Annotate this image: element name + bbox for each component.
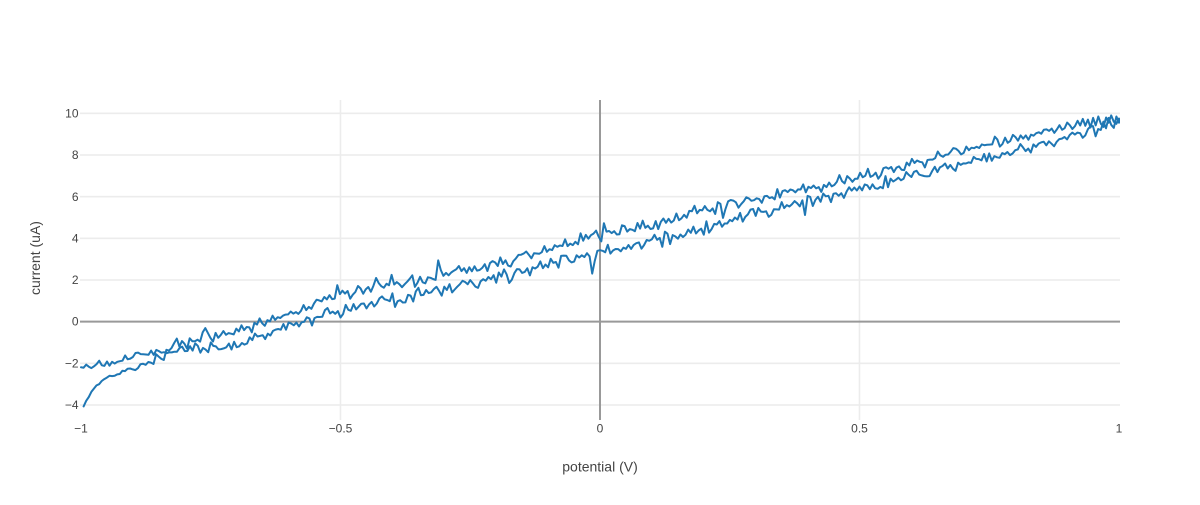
svg-text:0: 0: [72, 315, 79, 329]
svg-text:current (uA): current (uA): [27, 221, 43, 295]
svg-text:8: 8: [72, 148, 79, 162]
svg-text:4: 4: [72, 231, 79, 245]
svg-text:10: 10: [65, 106, 79, 120]
svg-text:6: 6: [72, 190, 79, 204]
svg-text:−1: −1: [74, 422, 88, 436]
svg-text:2: 2: [72, 273, 79, 287]
svg-text:−2: −2: [65, 356, 79, 370]
svg-text:−0.5: −0.5: [329, 422, 353, 436]
svg-text:0: 0: [597, 422, 604, 436]
svg-text:potential (V): potential (V): [562, 459, 637, 475]
svg-text:1: 1: [1116, 422, 1123, 436]
svg-text:−4: −4: [65, 398, 79, 412]
svg-text:0.5: 0.5: [851, 422, 868, 436]
